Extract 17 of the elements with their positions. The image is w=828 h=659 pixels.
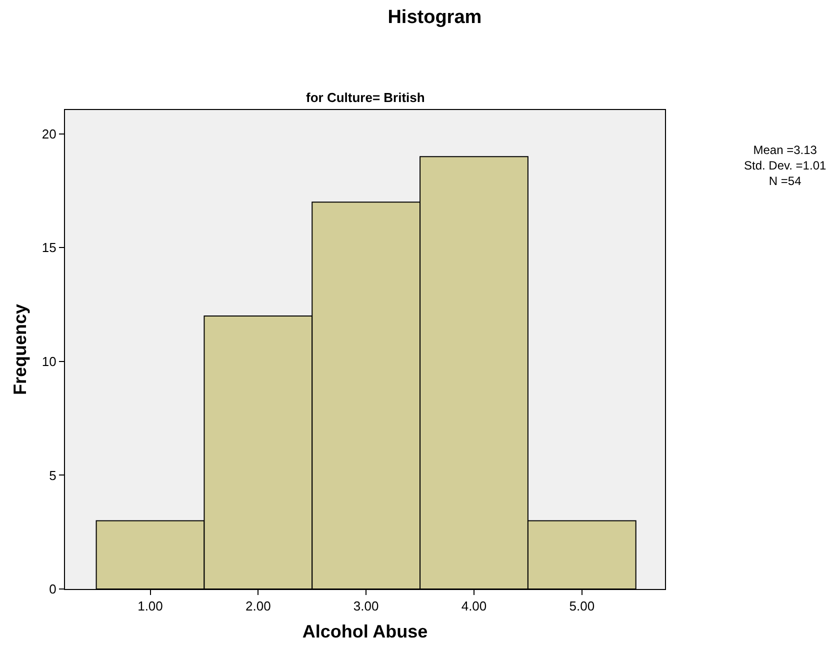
x-tick-label: 5.00 bbox=[569, 598, 595, 614]
y-tick-label: 15 bbox=[42, 240, 56, 256]
text: Std. Dev. =1.01 bbox=[744, 158, 826, 173]
text: Mean =3.13 bbox=[753, 143, 818, 157]
x-tick-label: 2.00 bbox=[246, 598, 271, 614]
y-tick-label: 5 bbox=[49, 468, 56, 483]
chart-title: Histogram bbox=[388, 7, 482, 28]
x-tick-label: 1.00 bbox=[138, 598, 163, 614]
x-axis-title: Alcohol Abuse bbox=[302, 622, 428, 642]
chart-subtitle: for Culture= British bbox=[306, 90, 425, 105]
y-axis-title: Frequency bbox=[10, 304, 30, 396]
y-tick-label: 10 bbox=[42, 354, 56, 369]
x-tick-label: 3.00 bbox=[353, 598, 379, 614]
y-tick-label: 0 bbox=[49, 582, 56, 597]
y-tick-label: 20 bbox=[42, 126, 56, 142]
x-tick-label: 4.00 bbox=[461, 598, 487, 614]
text: N =54 bbox=[768, 174, 802, 188]
